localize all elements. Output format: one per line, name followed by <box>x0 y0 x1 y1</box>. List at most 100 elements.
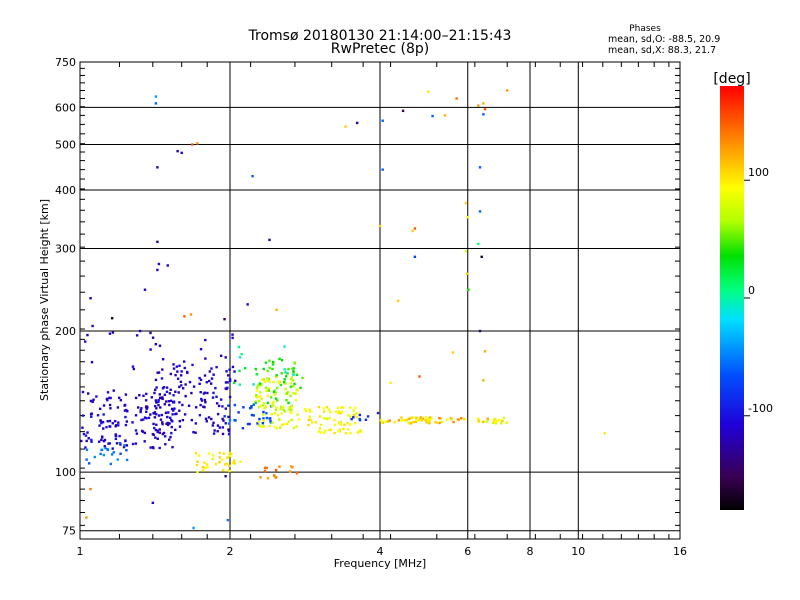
data-point <box>218 426 222 429</box>
data-point <box>207 452 211 455</box>
data-point <box>291 466 294 469</box>
data-point <box>118 442 122 445</box>
data-point <box>180 370 183 373</box>
data-point <box>270 413 273 416</box>
data-point <box>295 373 299 377</box>
data-point <box>287 420 291 423</box>
data-point <box>280 359 284 362</box>
data-point <box>295 471 299 475</box>
data-point <box>439 417 442 420</box>
data-point <box>163 435 167 438</box>
data-point <box>227 432 231 436</box>
data-point <box>194 431 197 434</box>
data-point <box>151 432 155 436</box>
data-point <box>225 462 229 465</box>
data-point <box>172 409 175 412</box>
data-point <box>258 417 261 421</box>
data-point <box>164 400 168 403</box>
data-point <box>407 421 410 425</box>
data-point <box>482 113 485 116</box>
data-point <box>151 501 155 505</box>
data-point <box>124 423 128 427</box>
data-point <box>482 379 485 382</box>
data-point <box>301 376 304 380</box>
data-point <box>145 405 148 408</box>
data-point <box>324 429 327 432</box>
data-point <box>256 395 259 399</box>
data-point <box>262 410 265 414</box>
data-point <box>110 317 114 320</box>
data-point <box>347 414 350 417</box>
data-point <box>143 431 147 435</box>
data-point <box>265 466 268 470</box>
data-point <box>238 369 241 373</box>
data-point <box>272 404 275 407</box>
data-point <box>337 429 340 432</box>
data-point <box>262 425 265 428</box>
data-point <box>89 399 93 403</box>
data-point <box>243 367 247 370</box>
data-point <box>349 431 352 435</box>
data-point <box>252 414 255 417</box>
data-point <box>145 417 148 420</box>
data-point <box>285 422 289 426</box>
data-point <box>292 367 296 370</box>
data-point <box>477 104 480 107</box>
data-point <box>84 446 87 449</box>
data-point <box>179 374 183 377</box>
data-point <box>308 415 312 418</box>
data-point <box>90 412 93 415</box>
data-point <box>81 390 85 394</box>
data-point <box>106 398 109 402</box>
data-point <box>290 418 293 422</box>
data-point <box>272 474 276 477</box>
data-point <box>160 377 164 380</box>
data-point <box>293 382 296 386</box>
data-point <box>240 352 243 356</box>
data-point <box>222 419 225 422</box>
data-point <box>224 356 227 359</box>
data-point <box>455 97 458 100</box>
data-point <box>248 422 251 426</box>
data-point <box>105 425 108 429</box>
data-point <box>108 419 112 423</box>
data-point <box>190 418 194 422</box>
data-point <box>198 382 201 385</box>
data-point <box>279 426 282 429</box>
data-point <box>228 377 232 381</box>
data-point <box>132 367 136 371</box>
data-point <box>319 423 323 427</box>
data-point <box>418 418 421 422</box>
data-point <box>358 413 362 417</box>
data-point <box>376 411 380 415</box>
data-point <box>158 431 161 434</box>
data-point <box>262 402 265 405</box>
data-point <box>347 428 350 431</box>
data-point <box>349 415 352 419</box>
data-point <box>195 463 199 467</box>
data-point <box>108 396 111 400</box>
data-point <box>86 392 90 395</box>
colorbar-tick-label: -100 <box>748 402 773 415</box>
data-point <box>349 423 352 426</box>
y-tick-label: 400 <box>55 184 76 197</box>
grid-lines <box>80 62 680 539</box>
data-point <box>267 387 271 390</box>
data-point <box>171 413 174 416</box>
data-point <box>194 422 198 425</box>
stats-title: Phases <box>629 24 661 34</box>
data-point <box>123 444 126 447</box>
data-point <box>288 406 292 409</box>
data-point <box>352 416 355 419</box>
data-point <box>86 431 89 434</box>
data-point <box>105 397 109 401</box>
data-point <box>286 390 290 394</box>
data-point <box>227 429 231 433</box>
data-point <box>145 407 149 410</box>
data-point <box>158 428 161 431</box>
axis-ticks <box>80 62 680 540</box>
y-tick-label: 200 <box>55 325 76 338</box>
data-point <box>277 418 281 422</box>
x-tick-label: 4 <box>377 545 384 558</box>
